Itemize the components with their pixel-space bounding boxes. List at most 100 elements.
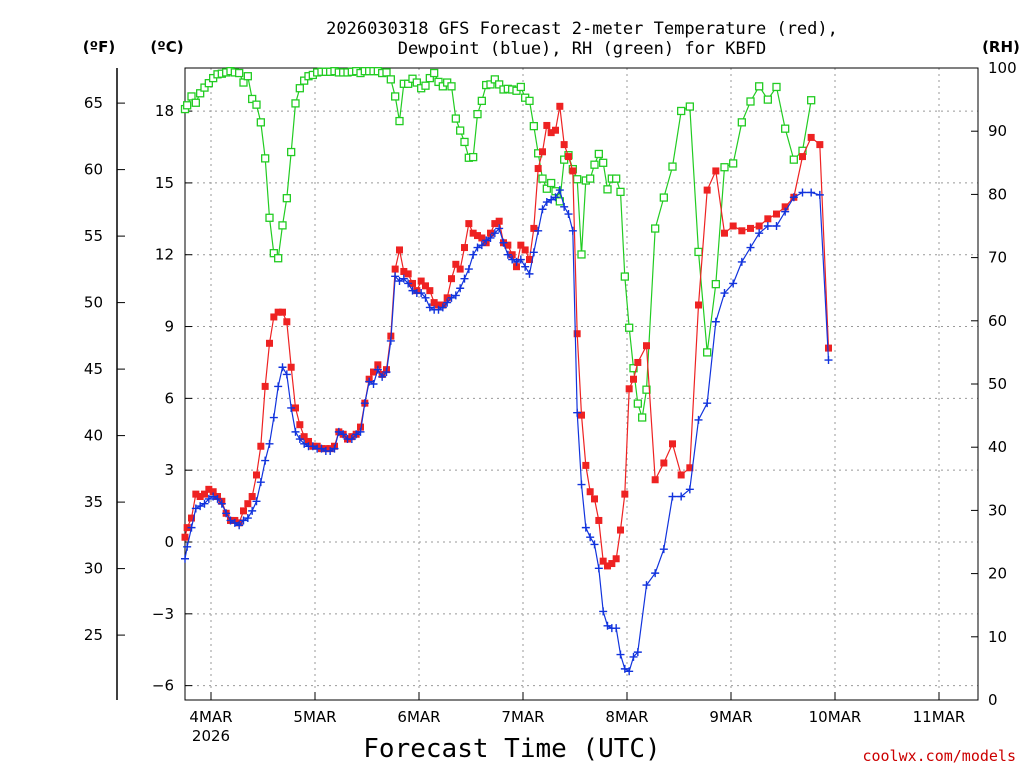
rh-point — [746, 97, 755, 106]
dewpoint-point — [191, 504, 200, 513]
temperature-point — [435, 301, 442, 309]
temperature-point — [391, 265, 399, 273]
dewpoint-point — [720, 289, 729, 298]
dewpoint-point — [482, 236, 491, 245]
rh-point — [668, 162, 677, 171]
dewpoint-point — [551, 193, 560, 202]
rh-point — [807, 96, 816, 105]
fahrenheit-tick-label: 55 — [84, 227, 103, 245]
temperature-point — [404, 270, 412, 278]
rh-point — [391, 92, 400, 101]
dewpoint-point — [711, 317, 720, 326]
dewpoint-point — [594, 564, 603, 573]
dewpoint-point — [555, 186, 564, 195]
dewpoint-point — [798, 188, 807, 197]
temperature-point — [253, 471, 260, 479]
temperature-point — [625, 385, 633, 393]
dewpoint-point — [512, 257, 521, 266]
dewpoint-point — [464, 265, 473, 274]
temperature-point — [183, 524, 191, 532]
x-axis-title: Forecast Time (UTC) — [363, 734, 660, 764]
x-tick-label: 9MAR — [709, 708, 752, 726]
dewpoint-point — [460, 274, 469, 283]
temperature-point — [755, 222, 763, 230]
dewpoint-point — [382, 368, 391, 377]
dewpoint-point — [217, 499, 226, 508]
temperature-point — [209, 488, 217, 496]
rh-tick-label: 90 — [988, 122, 1007, 140]
fahrenheit-tick-label: 50 — [84, 294, 103, 312]
rh-point — [781, 124, 790, 133]
dewpoint-point — [261, 456, 270, 465]
dewpoint-point — [469, 250, 478, 259]
dewpoint-point — [703, 399, 712, 408]
dewpoint-point — [365, 377, 374, 386]
temperature-point — [452, 260, 460, 268]
temperature-point — [396, 246, 403, 254]
chart-title-line-2: Dewpoint (blue), RH (green) for KBFD — [398, 39, 766, 59]
rh-point — [239, 78, 248, 87]
dewpoint-point — [685, 485, 694, 494]
x-tick-label: 8MAR — [605, 708, 648, 726]
temperature-point — [487, 229, 494, 237]
temperature-point — [508, 251, 516, 259]
dewpoint-point — [521, 262, 530, 271]
dewpoint-point — [729, 279, 738, 288]
rh-point — [421, 81, 430, 90]
dewpoint-point — [204, 494, 213, 503]
dewpoint-point — [508, 255, 517, 264]
dewpoint-point — [590, 540, 599, 549]
dewpoint-point — [352, 430, 361, 439]
rh-point — [729, 159, 738, 168]
rh-point — [477, 96, 486, 106]
rh-point — [789, 155, 798, 164]
temperature-point — [244, 500, 252, 508]
dewpoint-point — [373, 365, 382, 374]
dewpoint-point — [287, 403, 296, 412]
x-tick-label: 4MAR — [189, 708, 232, 726]
temperature-point — [426, 287, 434, 295]
rh-tick-label: 40 — [988, 438, 1007, 456]
credit-text[interactable]: coolwx.com/models — [862, 747, 1016, 765]
temperature-point — [357, 423, 364, 431]
dewpoint-point — [425, 303, 434, 312]
dewpoint-point — [356, 427, 365, 436]
celsius-tick-label: 6 — [164, 389, 174, 407]
dewpoint-point — [746, 243, 755, 252]
dewpoint-point — [651, 569, 660, 578]
rh-point — [542, 184, 551, 193]
temperature-point — [695, 301, 702, 309]
temperature-point — [456, 265, 464, 273]
dewpoint-point — [447, 293, 456, 302]
celsius-tick-label: 18 — [155, 102, 174, 120]
rh-point — [529, 121, 538, 131]
rh-point — [651, 224, 660, 233]
dewpoint-point — [564, 210, 573, 219]
temperature-point — [283, 318, 291, 326]
dewpoint-point — [659, 545, 668, 554]
temperature-point — [807, 133, 815, 141]
dewpoint-point — [248, 506, 257, 515]
rh-point — [265, 213, 274, 222]
dewpoint-point — [772, 222, 781, 230]
temperature-point — [443, 294, 451, 302]
rh-point — [256, 118, 265, 127]
rh-point — [386, 75, 395, 84]
temperature-point — [422, 282, 429, 290]
fahrenheit-tick-label: 30 — [84, 560, 103, 578]
temperature-point — [565, 153, 572, 161]
temperature-point — [181, 533, 189, 541]
dewpoint-point — [187, 523, 196, 532]
dewpoint-point — [434, 305, 443, 314]
temperature-point — [534, 165, 542, 173]
rh-point — [395, 116, 404, 126]
rh-point — [577, 250, 586, 259]
fahrenheit-tick-label: 65 — [84, 94, 103, 112]
rh-point — [720, 163, 729, 172]
dewpoint-point — [538, 205, 547, 214]
rh-point — [590, 160, 599, 169]
celsius-tick-label: 3 — [164, 461, 174, 479]
rh-point — [538, 174, 547, 183]
temperature-point — [560, 141, 568, 149]
series-layer — [180, 67, 833, 676]
